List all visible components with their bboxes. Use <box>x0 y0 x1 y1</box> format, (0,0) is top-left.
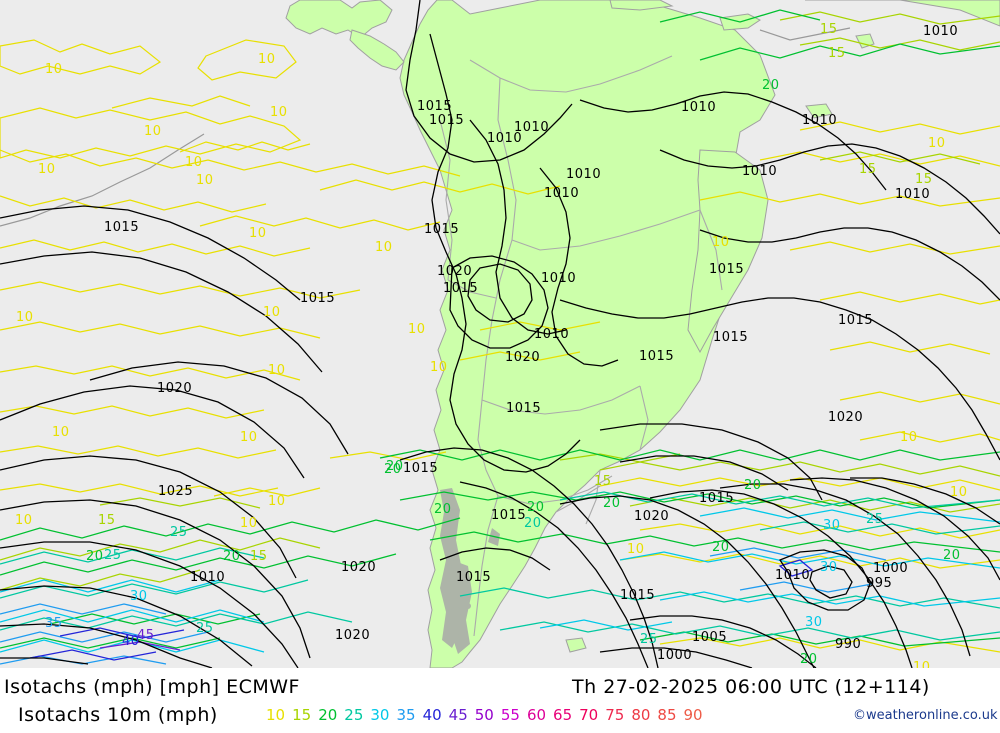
legend-value-10: 10 <box>266 706 286 724</box>
legend-value-30: 30 <box>370 706 390 724</box>
isotach-10-contours <box>0 39 1000 653</box>
isotach-color-scale: 10 15 20 25 30 35 40 45 50 55 60 65 70 75 80 85 90 <box>266 706 710 724</box>
isotach-35-contours <box>0 547 887 665</box>
legend-value-75: 75 <box>605 706 625 724</box>
trinidad-land <box>805 103 833 119</box>
caribbean-islands-land <box>805 0 1000 27</box>
legend-value-25: 25 <box>344 706 364 724</box>
lesser-antilles-land <box>855 33 875 49</box>
isotach-30-contours <box>0 507 1000 653</box>
isobar-layer <box>0 0 1000 668</box>
legend-value-40: 40 <box>422 706 442 724</box>
landmass-layer <box>285 0 1000 668</box>
chart-title: Isotachs (mph) [mph] ECMWF <box>4 676 300 698</box>
coastline-layer <box>0 27 851 227</box>
south-america-land <box>399 0 776 668</box>
legend-value-90: 90 <box>683 706 703 724</box>
legend-value-45: 45 <box>448 706 468 724</box>
legend-value-60: 60 <box>526 706 547 724</box>
panama-land <box>349 29 405 71</box>
legend-value-55: 55 <box>500 706 520 724</box>
legend-value-20: 20 <box>318 706 338 724</box>
legend-value-85: 85 <box>657 706 677 724</box>
legend-value-70: 70 <box>579 706 599 724</box>
weather-map-canvas[interactable]: 1015 1015 1010 1010 1010 1010 1010 1010 1010 1010… <box>0 0 1000 668</box>
valid-time-label: Th 27-02-2025 06:00 UTC (12+114) <box>572 676 930 698</box>
brazil-bulge-land <box>687 149 769 354</box>
map-footer: Isotachs (mph) [mph] ECMWF Th 27-02-2025… <box>0 668 1000 733</box>
map-graphics <box>0 0 1000 668</box>
legend-value-80: 80 <box>631 706 651 724</box>
legend-value-15: 15 <box>292 706 312 724</box>
falklands-land <box>565 637 587 653</box>
legend-value-35: 35 <box>396 706 416 724</box>
field-label: Isotachs 10m (mph) <box>18 704 218 726</box>
cuba-land <box>609 0 674 11</box>
mountain-layer <box>440 488 500 654</box>
copyright-label: ©weatheronline.co.uk <box>853 708 998 723</box>
legend-value-50: 50 <box>474 706 494 724</box>
legend-value-65: 65 <box>553 706 573 724</box>
